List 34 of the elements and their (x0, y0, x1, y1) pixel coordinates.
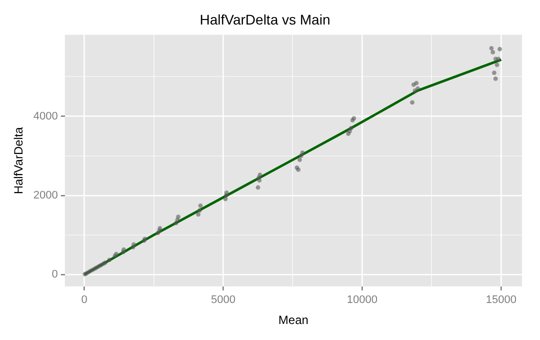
point (496, 56, 501, 62)
x-axis-title: Mean (278, 313, 308, 328)
x-tick-label: 15000 (486, 294, 516, 306)
point (158, 226, 162, 230)
point (498, 46, 502, 52)
point (256, 185, 260, 190)
y-tick-label: 0 (52, 268, 58, 281)
point (197, 208, 202, 213)
point (297, 158, 302, 162)
point (410, 100, 414, 105)
point (494, 62, 500, 68)
x-tick-label: 5000 (211, 294, 236, 306)
point (492, 70, 496, 75)
point (411, 82, 416, 87)
y-axis-title: HalfVarDelta (12, 126, 26, 194)
point (348, 129, 352, 134)
point (490, 50, 496, 54)
point (256, 175, 262, 180)
x-tick-label: 10000 (346, 294, 378, 306)
x-tick-label: 0 (81, 294, 88, 306)
y-tick-label: 4000 (33, 110, 58, 122)
point (132, 242, 136, 247)
point (493, 76, 498, 81)
point (176, 214, 180, 219)
point (107, 258, 112, 262)
point (224, 190, 229, 195)
point (196, 212, 200, 217)
point (122, 247, 126, 252)
y-tick-label: 2000 (33, 189, 58, 202)
point (489, 46, 494, 50)
chart-title: HalfVarDelta vs Main (200, 11, 330, 28)
point (300, 150, 305, 155)
point (416, 86, 420, 91)
point (198, 204, 203, 208)
